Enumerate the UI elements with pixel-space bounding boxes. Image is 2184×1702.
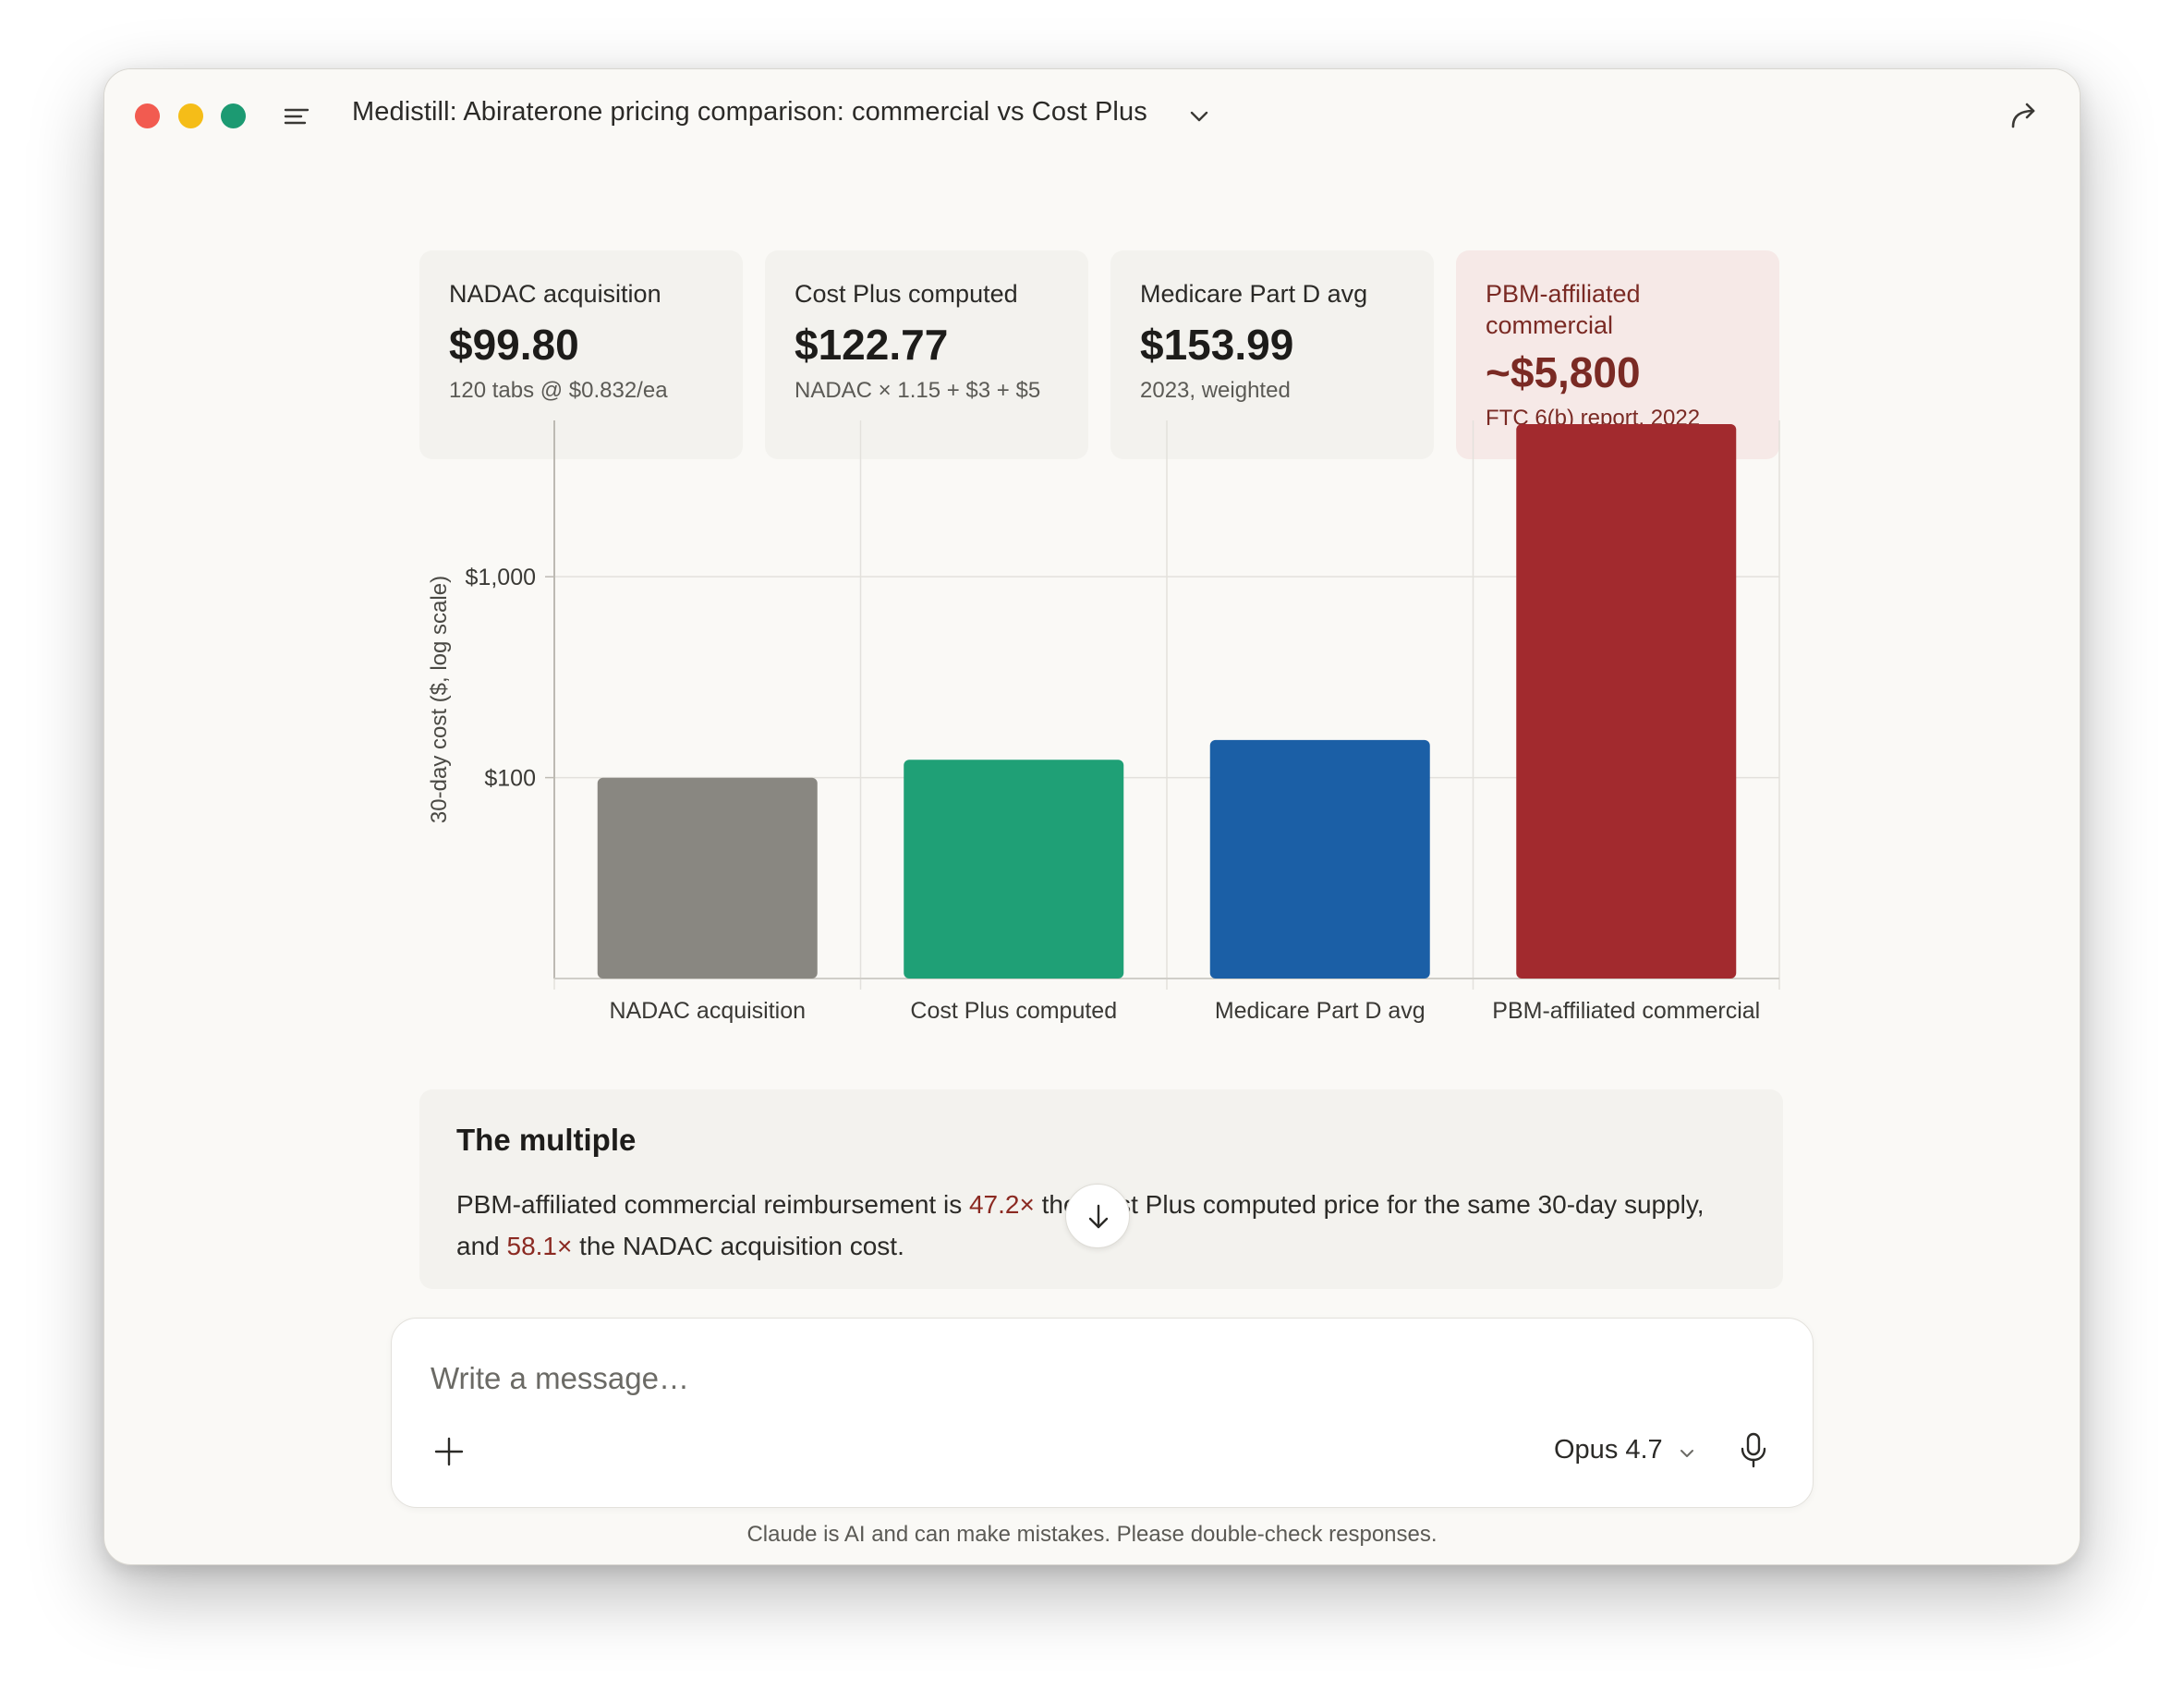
minimize-window-button[interactable] bbox=[178, 103, 203, 128]
sidebar-toggle-icon[interactable] bbox=[283, 103, 310, 130]
y-tick-label: $100 bbox=[484, 766, 536, 792]
message-composer: Opus 4.7 bbox=[391, 1318, 1814, 1508]
callout-body: PBM-affiliated commercial reimbursement … bbox=[456, 1184, 1750, 1267]
arrow-down-icon bbox=[1088, 1204, 1109, 1229]
maximize-window-button[interactable] bbox=[221, 103, 246, 128]
callout-text: the Cost Plus computed price for the sam… bbox=[456, 1190, 1705, 1260]
stat-value: ~$5,800 bbox=[1486, 348, 1641, 396]
x-tick-label: PBM-affiliated commercial bbox=[1492, 998, 1760, 1024]
stat-label: PBM-affiliated commercial bbox=[1486, 280, 1641, 339]
chevron-down-icon[interactable] bbox=[1678, 1444, 1696, 1463]
share-icon[interactable] bbox=[2006, 97, 2043, 134]
bar bbox=[1516, 424, 1737, 979]
titlebar: Medistill: Abiraterone pricing compariso… bbox=[104, 69, 2080, 162]
y-tick-label: $1,000 bbox=[466, 565, 536, 590]
stat-card-medicare: Medicare Part D avg $153.99 2023, weight… bbox=[1110, 250, 1434, 459]
stat-label: Medicare Part D avg bbox=[1140, 280, 1368, 308]
chevron-down-icon[interactable] bbox=[1187, 104, 1211, 128]
stat-value: $153.99 bbox=[1140, 321, 1294, 369]
microphone-icon bbox=[1741, 1432, 1766, 1468]
stat-sub: 120 tabs @ $0.832/ea bbox=[449, 378, 668, 403]
app-window: Medistill: Abiraterone pricing compariso… bbox=[103, 68, 2081, 1565]
y-axis-label: 30-day cost ($, log scale) bbox=[427, 576, 452, 823]
disclaimer: Claude is AI and can make mistakes. Plea… bbox=[746, 1522, 1438, 1547]
bar bbox=[1209, 739, 1430, 979]
stat-value: $99.80 bbox=[449, 321, 579, 369]
x-tick-label: Cost Plus computed bbox=[910, 998, 1117, 1024]
model-selector[interactable]: Opus 4.7 bbox=[1554, 1435, 1663, 1465]
stat-sub: 2023, weighted bbox=[1140, 378, 1291, 403]
stat-card-nadac: NADAC acquisition $99.80 120 tabs @ $0.8… bbox=[419, 250, 743, 459]
stat-label: Cost Plus computed bbox=[795, 280, 1018, 308]
x-tick-label: NADAC acquisition bbox=[609, 998, 806, 1024]
stat-sub: NADAC × 1.15 + $3 + $5 bbox=[795, 378, 1041, 403]
callout-text: the NADAC acquisition cost. bbox=[572, 1232, 904, 1260]
conversation-title[interactable]: Medistill: Abiraterone pricing compariso… bbox=[352, 97, 1147, 127]
bar-chart: $100 $1,000 NADAC acquisition Cost Plus com… bbox=[427, 420, 1780, 1024]
stat-label: NADAC acquisition bbox=[449, 280, 661, 308]
bar bbox=[904, 760, 1124, 979]
callout-text: PBM-affiliated commercial reimbursement … bbox=[456, 1190, 969, 1219]
callout-title: The multiple bbox=[456, 1123, 637, 1157]
stat-card-cost-plus: Cost Plus computed $122.77 NADAC × 1.15 … bbox=[765, 250, 1088, 459]
bar bbox=[597, 777, 818, 979]
scroll-to-bottom-button[interactable] bbox=[1065, 1184, 1130, 1248]
message-input[interactable] bbox=[431, 1356, 1724, 1402]
plus-icon bbox=[434, 1437, 464, 1466]
multiple-nadac: 58.1× bbox=[506, 1232, 573, 1260]
multiple-cost-plus: 47.2× bbox=[968, 1190, 1035, 1219]
add-attachment-button[interactable] bbox=[431, 1433, 467, 1470]
x-tick-label: Medicare Part D avg bbox=[1215, 998, 1426, 1024]
stat-value: $122.77 bbox=[795, 321, 949, 369]
microphone-button[interactable] bbox=[1733, 1429, 1774, 1470]
close-window-button[interactable] bbox=[135, 103, 160, 128]
